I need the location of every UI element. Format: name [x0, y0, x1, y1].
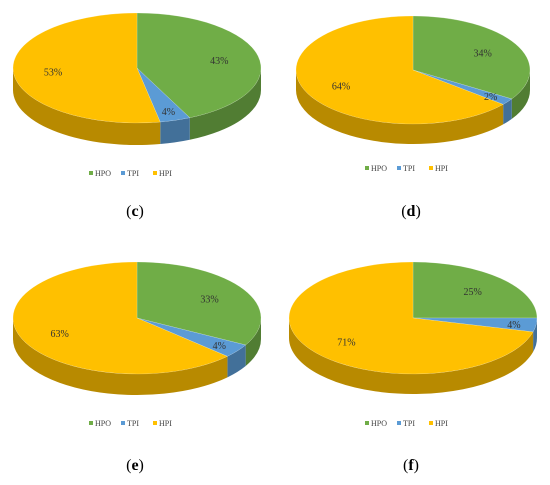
pie-chart-c: 43% 4% 53% HPO TPI HPI [12, 12, 262, 178]
legend-swatch-hpo [365, 166, 369, 170]
pie-sides-e [13, 318, 261, 395]
pie-side-hpi [13, 318, 228, 395]
pie-slice-tpi [412, 317, 538, 333]
caption-e: (e) [105, 457, 165, 475]
pie-sides-c [13, 68, 261, 145]
data-label-hpo: 33% [200, 295, 218, 306]
data-label-tpi: 4% [213, 341, 226, 352]
pie-side-hpi [289, 318, 534, 394]
data-label-tpi: 2% [484, 92, 497, 103]
data-label-hpo: 43% [210, 56, 228, 67]
legend-label-hpi: HPI [435, 164, 448, 173]
data-label-tpi: 4% [507, 320, 520, 331]
data-label-hpi: 53% [44, 68, 62, 79]
legend-label-tpi: TPI [127, 419, 139, 428]
caption-d-letter: d [406, 203, 416, 220]
pie-side-hpo [189, 68, 261, 140]
legend-label-hpo: HPO [371, 419, 387, 428]
data-label-hpi: 64% [332, 82, 350, 93]
pie-slice-tpi [412, 69, 513, 105]
legend-d: HPO TPI HPI [365, 164, 448, 173]
legend-swatch-tpi [397, 166, 401, 170]
legend-swatch-tpi [397, 421, 401, 425]
pie-chart-e: 33% 4% 63% HPO TPI HPI [12, 261, 262, 428]
pie-side-hpo [245, 318, 261, 366]
caption-c-letter: c [131, 203, 139, 220]
legend-label-hpi: HPI [435, 419, 448, 428]
pie-slice-hpo [412, 15, 531, 100]
legend-label-hpi: HPI [159, 169, 172, 178]
legend-label-hpi: HPI [159, 419, 172, 428]
caption-d: (d) [381, 203, 441, 221]
data-label-hpi: 63% [50, 329, 68, 340]
legend-label-tpi: TPI [403, 164, 415, 173]
pie-sides-f [289, 318, 537, 394]
pie-slice-hpo [412, 261, 538, 319]
caption-f: (f) [381, 457, 441, 475]
pie-slice-hpo [136, 261, 262, 346]
legend-swatch-tpi [121, 421, 125, 425]
legend-swatch-hpi [153, 171, 157, 175]
pie-slice-tpi [136, 317, 247, 357]
data-label-hpi: 71% [337, 337, 355, 348]
pie-side-hpo [511, 70, 530, 119]
data-label-hpo: 34% [474, 48, 492, 59]
pie-side-tpi [227, 344, 246, 378]
legend-swatch-hpo [89, 171, 93, 175]
legend-label-hpo: HPO [95, 169, 111, 178]
pie-slice-tpi [136, 67, 191, 123]
pie-side-hpi [296, 70, 504, 145]
legend-label-hpo: HPO [371, 164, 387, 173]
caption-c: (c) [105, 203, 165, 221]
caption-f-open: ( [403, 457, 409, 474]
caption-d-close: ) [415, 203, 421, 220]
caption-f-letter: f [408, 457, 414, 474]
legend-label-tpi: TPI [403, 419, 415, 428]
caption-d-open: ( [401, 203, 407, 220]
legend-swatch-hpi [153, 421, 157, 425]
pie-slice-hpi [288, 261, 534, 375]
data-label-tpi: 4% [162, 107, 175, 118]
legend-label-hpo: HPO [95, 419, 111, 428]
data-label-hpo: 25% [463, 287, 481, 298]
pie-sides-d [296, 70, 530, 145]
legend-label-tpi: TPI [127, 169, 139, 178]
pie-slice-hpi [12, 261, 228, 375]
legend-e: HPO TPI HPI [89, 419, 172, 428]
pie-side-hpi [13, 68, 161, 145]
pie-chart-d: 34% 2% 64% HPO TPI HPI [295, 15, 531, 173]
pie-chart-f: 25% 4% 71% HPO TPI HPI [288, 261, 538, 428]
caption-c-close: ) [138, 203, 144, 220]
caption-c-open: ( [126, 203, 132, 220]
caption-e-open: ( [126, 457, 132, 474]
pie-slice-hpo [136, 12, 262, 119]
legend-swatch-hpi [429, 421, 433, 425]
pie-side-tpi [503, 98, 512, 125]
caption-e-letter: e [131, 457, 139, 474]
caption-f-close: ) [413, 457, 419, 474]
pie-slice-hpi [295, 15, 504, 125]
legend-f: HPO TPI HPI [365, 419, 448, 428]
legend-swatch-hpo [365, 421, 369, 425]
pie-slice-hpi [12, 12, 161, 124]
legend-c: HPO TPI HPI [89, 169, 172, 178]
legend-swatch-hpo [89, 421, 93, 425]
pie-side-tpi [533, 318, 537, 352]
legend-swatch-hpi [429, 166, 433, 170]
caption-e-close: ) [138, 457, 144, 474]
pie-side-tpi [160, 117, 190, 145]
legend-swatch-tpi [121, 171, 125, 175]
